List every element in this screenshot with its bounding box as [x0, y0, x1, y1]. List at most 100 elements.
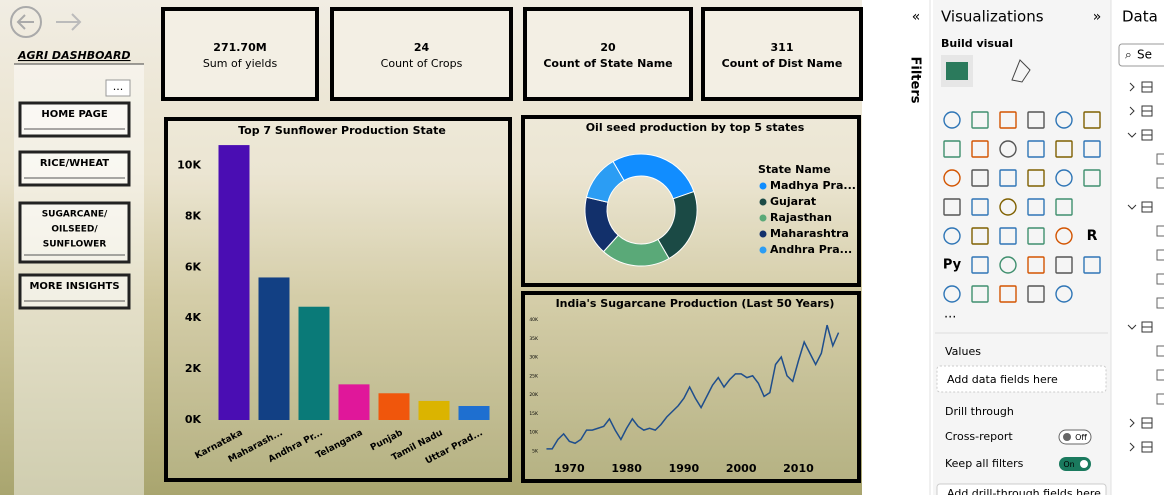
field-checkbox[interactable] [1156, 345, 1164, 357]
drill-well[interactable] [936, 483, 1107, 495]
nav-button[interactable] [18, 101, 131, 138]
y-tick-label: 20K [529, 392, 539, 398]
viz-icon[interactable] [1027, 169, 1045, 187]
legend-label: Gujarat [770, 195, 816, 208]
back-button[interactable] [10, 6, 42, 38]
drill-through-label: Drill through [945, 405, 1014, 418]
viz-icon[interactable] [943, 285, 961, 303]
kpi-card [701, 7, 863, 101]
nav-button[interactable] [18, 150, 131, 187]
viz-icon[interactable] [999, 256, 1017, 274]
viz-icon[interactable] [971, 256, 989, 274]
tree-chevron[interactable] [1129, 82, 1135, 92]
field-checkbox[interactable] [1156, 273, 1164, 285]
viz-icon[interactable] [1083, 169, 1101, 187]
kpi-value: 311 [771, 41, 794, 54]
viz-icon[interactable] [971, 111, 989, 129]
viz-icon[interactable] [1055, 256, 1073, 274]
viz-icon[interactable] [999, 111, 1017, 129]
viz-icon[interactable] [971, 140, 989, 158]
kpi-label: Sum of yields [203, 57, 278, 70]
format-tab[interactable] [1011, 59, 1031, 83]
legend-marker [759, 246, 767, 254]
tree-chevron[interactable] [1129, 442, 1135, 452]
viz-icon[interactable] [1083, 140, 1101, 158]
y-tick-label: 5K [532, 448, 539, 454]
filters-title[interactable]: Filters [908, 57, 923, 104]
field-checkbox[interactable] [1156, 393, 1164, 405]
viz-icon[interactable] [971, 169, 989, 187]
field-checkbox[interactable] [1156, 297, 1164, 309]
line-chart-frame [521, 291, 861, 483]
nav-title: AGRI DASHBOARD [17, 49, 131, 62]
expand-icon[interactable]: » [1093, 9, 1102, 25]
viz-icon[interactable] [999, 169, 1017, 187]
y-tick-label: 4K [185, 311, 202, 324]
values-well[interactable] [936, 365, 1107, 393]
field-checkbox[interactable] [1156, 177, 1164, 189]
viz-icon[interactable] [1055, 111, 1073, 129]
viz-icon[interactable] [943, 140, 961, 158]
field-checkbox[interactable] [1156, 225, 1164, 237]
chart-title: Oil seed production by top 5 states [586, 121, 805, 134]
kpi-label: Count of Crops [381, 57, 463, 70]
nav-button[interactable] [18, 201, 131, 264]
bar [218, 145, 250, 420]
nav-button-label: SUGARCANE/ [42, 210, 108, 220]
viz-icon[interactable] [999, 227, 1017, 245]
viz-title: Visualizations [941, 8, 1044, 26]
viz-more: ... [944, 307, 956, 322]
data-search[interactable] [1118, 43, 1164, 67]
viz-icon[interactable] [1055, 169, 1073, 187]
viz-icon[interactable] [971, 227, 989, 245]
tree-chevron[interactable] [1129, 106, 1135, 116]
viz-icon[interactable] [971, 198, 989, 216]
viz-icon[interactable] [1027, 227, 1045, 245]
y-tick-label: 25K [529, 373, 539, 379]
donut-slice [585, 160, 625, 203]
viz-icon[interactable] [1027, 198, 1045, 216]
kpi-label: Count of Dist Name [722, 57, 843, 70]
viz-icon[interactable] [943, 111, 961, 129]
legend-label: Maharashtra [770, 227, 849, 240]
bar [418, 400, 450, 420]
back-arrow [16, 14, 34, 30]
viz-icon[interactable] [1055, 227, 1073, 245]
collapse-icon[interactable]: « [912, 9, 921, 25]
field-checkbox[interactable] [1156, 369, 1164, 381]
legend-marker [759, 182, 767, 190]
viz-icon-r[interactable]: R [1087, 228, 1098, 244]
viz-icon[interactable] [999, 140, 1017, 158]
viz-icon-py[interactable]: Py [943, 258, 962, 273]
viz-icon[interactable] [1027, 140, 1045, 158]
nav-button[interactable] [18, 273, 131, 310]
viz-icon[interactable] [999, 198, 1017, 216]
tree-chevron[interactable] [1127, 204, 1137, 210]
viz-icon[interactable] [1055, 198, 1073, 216]
tree-chevron[interactable] [1127, 324, 1137, 330]
drill-placeholder: Add drill-through fields here [947, 487, 1101, 495]
viz-icon[interactable] [943, 227, 961, 245]
viz-icon[interactable] [1083, 256, 1101, 274]
y-tick-label: 35K [529, 336, 539, 342]
more-menu[interactable] [105, 79, 131, 97]
build-icon [946, 62, 968, 80]
viz-icon[interactable] [1027, 111, 1045, 129]
viz-icon[interactable] [1027, 285, 1045, 303]
viz-icon[interactable] [1055, 140, 1073, 158]
field-checkbox[interactable] [1156, 249, 1164, 261]
viz-icon[interactable] [971, 285, 989, 303]
viz-icon[interactable] [943, 198, 961, 216]
viz-icon[interactable] [943, 169, 961, 187]
viz-icon[interactable] [999, 285, 1017, 303]
nav-button-label: OILSEED/ [51, 225, 98, 235]
viz-icon[interactable] [1027, 256, 1045, 274]
legend-marker [759, 198, 767, 206]
field-checkbox[interactable] [1156, 153, 1164, 165]
viz-icon[interactable] [1055, 285, 1073, 303]
forward-button[interactable] [56, 13, 82, 31]
keep-filters-state: On [1063, 460, 1074, 469]
viz-icon[interactable] [1083, 111, 1101, 129]
tree-chevron[interactable] [1129, 418, 1135, 428]
tree-chevron[interactable] [1127, 132, 1137, 138]
